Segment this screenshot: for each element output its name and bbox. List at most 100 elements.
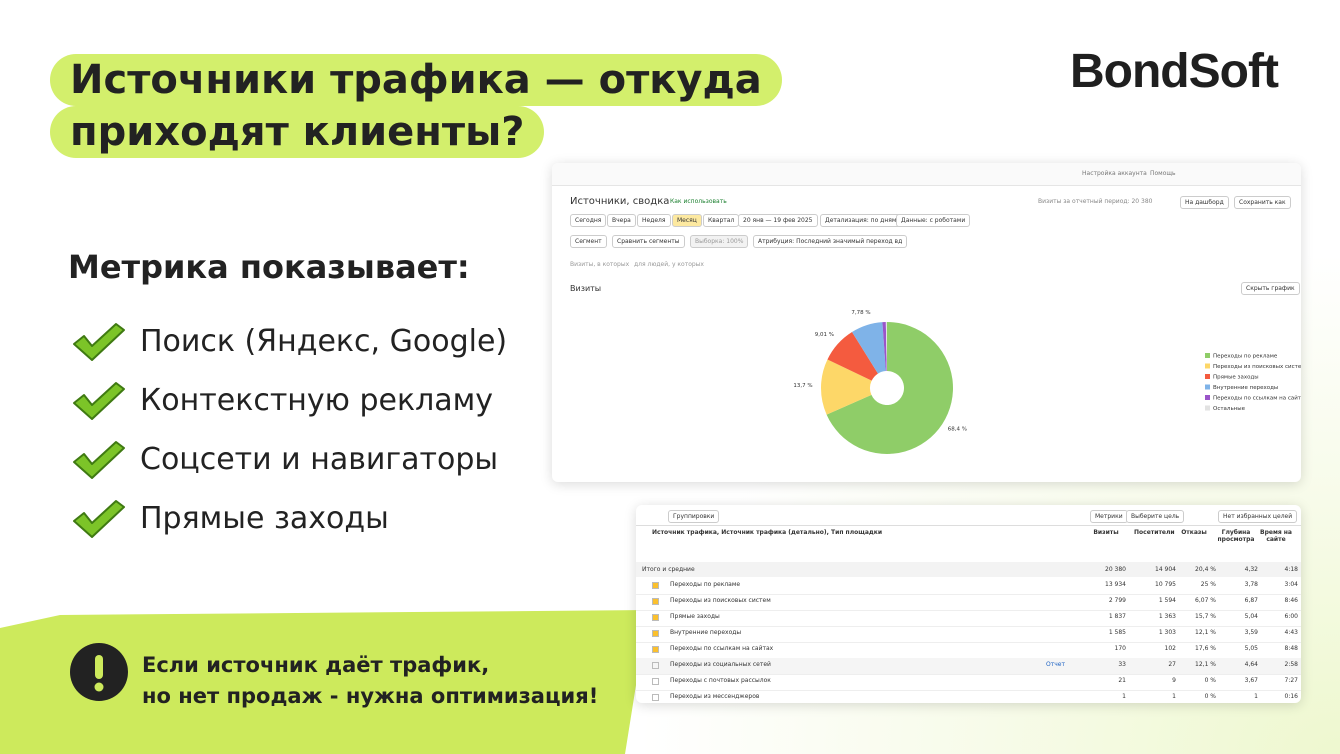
green-brush [0,610,650,754]
row-checkbox [652,678,659,685]
row-checkbox [652,646,659,653]
slice-label: 68,4 % [948,427,967,433]
row-cell: 3,67 [1244,677,1258,684]
row-cell: 170 [1114,645,1126,652]
check-icon [73,500,125,538]
column-header[interactable]: Посетители [1134,529,1175,536]
legend-label[interactable]: Переходы из поисковых систем [1213,364,1301,370]
hide-chart[interactable]: Скрыть график [1241,282,1300,295]
pie-slice [826,322,953,454]
period-button[interactable]: Месяц [672,214,702,227]
how-to-link[interactable]: Как использовать [670,198,727,205]
pie-slice [820,359,872,415]
filter-button[interactable]: Выборка: 100% [690,235,749,248]
row-cell: 17,6 % [1195,645,1216,652]
pie-slice [827,332,878,381]
row-label[interactable]: Внутренние переходы [670,629,742,636]
filter-button[interactable]: Сравнить сегменты [612,235,685,248]
row-cell: 1 303 [1158,629,1176,636]
legend-label[interactable]: Переходы по ссылкам на сайтах [1213,395,1301,402]
row-label[interactable]: Прямые заходы [670,613,720,620]
check-shape [73,441,125,479]
row-checkbox [652,598,659,605]
total-cell: 20 380 [1105,566,1126,573]
row-cell: 2:58 [1284,661,1298,668]
row-cell: 1 [1122,693,1126,700]
row-highlight [636,658,1301,674]
row-label[interactable]: Переходы из социальных сетей [670,661,771,668]
legend-label[interactable]: Внутренние переходы [1213,385,1278,391]
list-title: Метрика показывает: [68,248,470,286]
legend-swatch [1205,374,1210,379]
toolbar-button[interactable]: Нет избранных целей [1218,510,1298,523]
data-select[interactable]: Данные: с роботами [896,214,971,227]
legend-label[interactable]: Переходы по рекламе [1213,354,1278,360]
report-link[interactable]: Отчет [1046,661,1065,668]
report-title: Источники, сводка [570,196,670,207]
top-link[interactable]: Помощь [1150,170,1176,177]
row-cell: 0 % [1204,677,1216,684]
legend-label[interactable]: Остальные [1213,406,1246,412]
total-cell: 4:18 [1284,566,1298,573]
period-button[interactable]: Квартал [703,214,740,227]
row-cell: 12,1 % [1195,661,1216,668]
row-cell: 13 934 [1105,581,1126,588]
column-header[interactable]: Глубина просмотра [1217,529,1255,543]
legend-label[interactable]: Прямые заходы [1213,375,1259,381]
logo: BondSoft [1070,45,1279,98]
action-button[interactable]: На дашборд [1180,196,1229,209]
row-label[interactable]: Переходы с почтовых рассылок [670,677,771,684]
total-cell: 4,32 [1244,566,1258,573]
row-cell: 3,59 [1244,629,1258,636]
toolbar-button[interactable]: Группировки [668,510,720,523]
date-range[interactable]: 20 янв — 19 фев 2025 [738,214,818,227]
period-button[interactable]: Неделя [637,214,671,227]
row-checkbox [652,582,659,589]
slice-label: 13,7 % [793,383,812,389]
row-cell: 2 799 [1108,597,1126,604]
row-label[interactable]: Переходы из поисковых систем [670,597,771,604]
period-total: Визиты за отчетный период: 20 380 [1038,198,1153,205]
toolbar-button[interactable]: Метрики [1090,510,1128,523]
pie-chart: 68,4 % Переходы по рекламе 13,7 % Переходы … [793,310,1301,454]
row-cell: 3,78 [1244,581,1258,588]
row-cell: 15,7 % [1195,613,1216,620]
row-cell: 27 [1168,661,1176,668]
row-cell: 1 837 [1108,613,1126,620]
row-cell: 25 % [1200,581,1216,588]
row-cell: 1 [1172,693,1176,700]
row-cell: 6,07 % [1195,597,1216,604]
row-checkbox [652,694,659,701]
toolbar-button[interactable]: Выберите цель [1126,510,1185,523]
action-button[interactable]: Сохранить как [1234,196,1291,209]
period-button[interactable]: Сегодня [570,214,607,227]
check-shape [73,323,125,361]
filter-button[interactable]: Атрибуция: Последний значимый переход вд [753,235,908,248]
row-cell: 7:27 [1284,677,1298,684]
condition[interactable]: Визиты, в которых [570,261,630,268]
row-cell: 9 [1172,677,1176,684]
detail-select[interactable]: Детализация: по дням [820,214,902,227]
top-link[interactable]: Настройка аккаунта [1082,170,1147,177]
report-screenshot: Настройка аккаунта Помощь Источники, сво… [552,163,1301,482]
column-header[interactable]: Время на сайте [1260,529,1292,543]
row-label[interactable]: Переходы по рекламе [670,581,741,588]
row-cell: 0:16 [1284,693,1298,700]
legend-swatch [1205,384,1210,390]
period-button[interactable]: Вчера [607,214,636,227]
row-label[interactable]: Переходы из мессенджеров [670,693,760,700]
row-cell: 8:46 [1284,597,1298,604]
row-cell: 1 363 [1158,613,1176,620]
pie-slice [882,322,887,372]
table-header: Источник трафика, Источник трафика (дета… [652,529,883,536]
row-cell: 4:43 [1284,629,1298,636]
row-line [636,642,1301,643]
column-header[interactable]: Визиты [1093,529,1119,536]
row-label[interactable]: Переходы по ссылкам на сайтах [670,645,774,652]
row-cell: 33 [1118,661,1126,668]
filter-button[interactable]: Сегмент [570,235,607,248]
condition[interactable]: для людей, у которых [634,261,704,268]
check-icon [73,382,125,420]
feature-item: Прямые заходы [140,501,389,536]
column-header[interactable]: Отказы [1181,529,1207,536]
